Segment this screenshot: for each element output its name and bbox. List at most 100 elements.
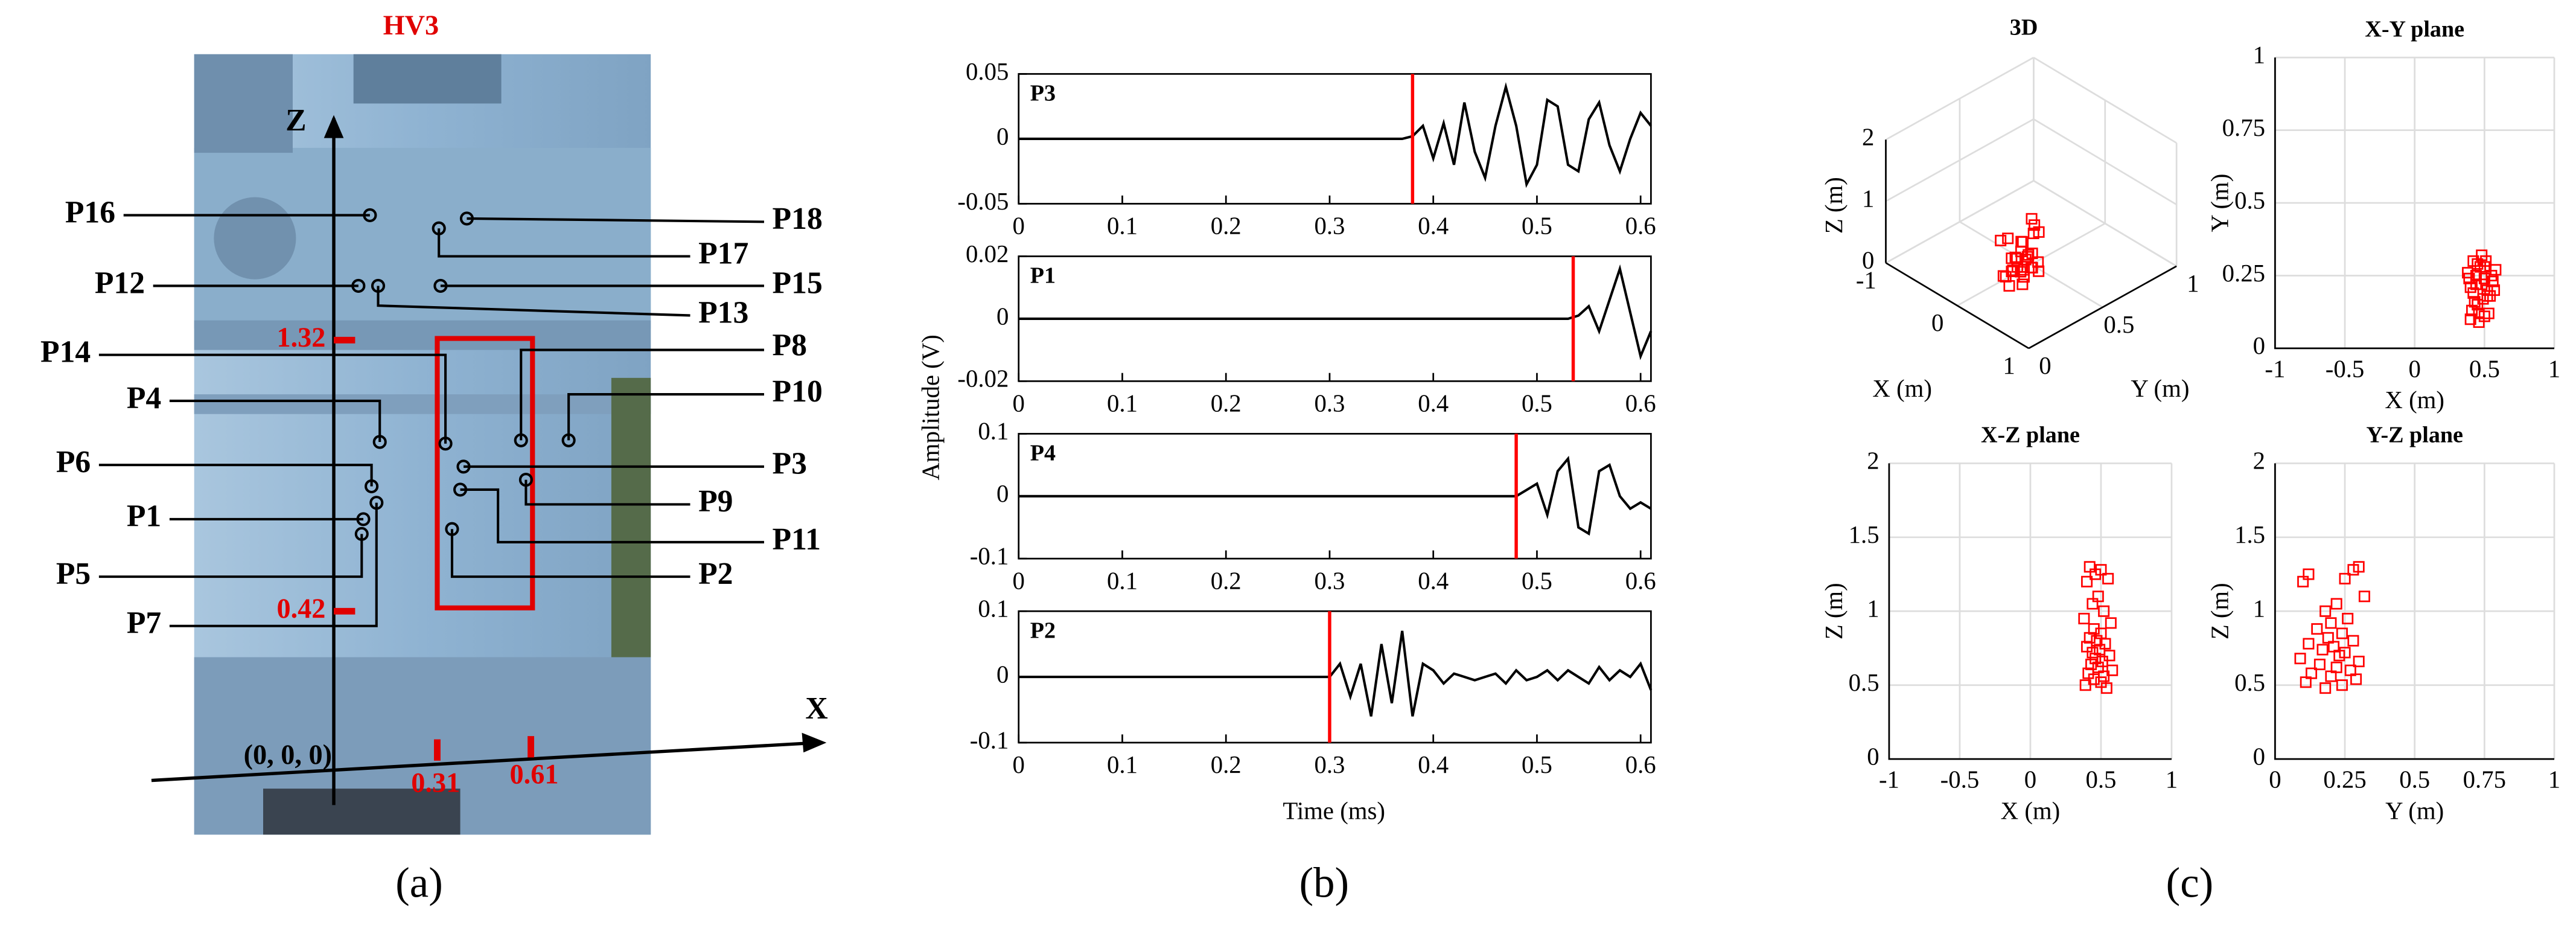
marker <box>2342 612 2354 625</box>
measure-point <box>356 512 371 527</box>
x-tick-label: 0.6 <box>1625 213 1656 240</box>
y-tick-label: 0 <box>2253 743 2265 770</box>
x-tick-label: 0.3 <box>1314 389 1345 417</box>
x-tick-label: 0.6 <box>1625 389 1656 417</box>
photo <box>194 54 651 835</box>
origin-label: (0, 0, 0) <box>244 740 332 770</box>
x-tick-label: 0.2 <box>1211 389 1242 417</box>
leader-line <box>460 488 764 544</box>
marker <box>2464 281 2476 293</box>
leader-line <box>450 529 690 578</box>
x-tick-label: 0 <box>2408 355 2420 382</box>
marker <box>1995 234 2007 246</box>
x-tick-label: 0.1 <box>1107 213 1138 240</box>
measure-point <box>518 473 533 487</box>
arrow-head <box>324 115 344 138</box>
measure-point <box>433 278 448 293</box>
y-tick-label: 0 <box>1867 743 1879 770</box>
photo-band <box>194 320 651 350</box>
marker <box>2347 564 2359 576</box>
leader-line <box>567 393 764 441</box>
y-axis-label: Y (m) <box>2207 174 2234 232</box>
waveform <box>1018 82 1652 188</box>
marker <box>2472 258 2484 270</box>
y-tick-label: 0.1 <box>978 418 1009 445</box>
photo-band <box>194 394 651 414</box>
measure-point <box>365 479 379 494</box>
z-tick-label: 1 <box>1862 185 1874 213</box>
dimension-label: 0.31 <box>411 767 460 798</box>
marker <box>2103 650 2115 662</box>
marker <box>2319 682 2332 694</box>
chart-title: Y-Z plane <box>2366 423 2463 448</box>
x-tick-label: 0.1 <box>1107 389 1138 417</box>
marker <box>2003 280 2015 292</box>
x-tick-label: 0.2 <box>1211 751 1242 778</box>
leader-line <box>98 534 363 578</box>
point-label: P3 <box>773 447 807 481</box>
measure-point <box>351 278 366 293</box>
marker <box>2105 617 2117 629</box>
marker <box>2333 650 2345 662</box>
waveform <box>1018 455 1652 536</box>
grid-line <box>1885 180 2035 264</box>
measure-point <box>371 278 386 293</box>
x-tick-label: 0.5 <box>2399 766 2430 793</box>
y-axis-label: Amplitude (V) <box>917 334 945 480</box>
measure-point <box>459 211 474 226</box>
x-tick-label: 0.1 <box>1107 751 1138 778</box>
x-tick-label: 1 <box>2003 352 2015 379</box>
axis-line <box>1885 262 2029 350</box>
marker <box>2081 575 2093 587</box>
x-tick-label: 0.5 <box>2469 355 2500 382</box>
x-tick-label: 0.5 <box>1522 213 1552 240</box>
x-tick-label: 0.3 <box>1314 751 1345 778</box>
point-label: P5 <box>56 557 91 591</box>
grid-line <box>2033 118 2177 205</box>
point-label: P9 <box>698 484 733 519</box>
panel-name: P3 <box>1030 81 1056 106</box>
panel-name: P1 <box>1030 263 1056 289</box>
x-tick-label: 0.4 <box>1418 213 1449 240</box>
point-label: P2 <box>698 557 733 591</box>
axis-line <box>1888 463 2172 760</box>
y-tick-label: 1.5 <box>1849 521 1879 548</box>
x-axis-label: X (m) <box>2001 797 2061 824</box>
marker <box>2085 658 2097 670</box>
marker <box>2330 598 2342 610</box>
chart-title: X-Y plane <box>2365 16 2464 42</box>
x-tick-label: 0.75 <box>2463 766 2506 793</box>
marker <box>2478 272 2490 284</box>
axis-label: Z <box>285 103 306 138</box>
marker <box>2358 591 2370 603</box>
marker <box>2011 252 2023 264</box>
panel-label: (b) <box>1299 860 1349 907</box>
point-label: P1 <box>127 499 161 534</box>
axis-line <box>2028 265 2177 350</box>
y-axis-label: Z (m) <box>2207 583 2234 639</box>
marker <box>2002 232 2014 245</box>
y-tick-label: 1 <box>2253 42 2265 69</box>
chart-title: X-Z plane <box>1981 423 2080 448</box>
x-tick-label: 0.4 <box>1418 389 1449 417</box>
marker <box>2100 682 2112 694</box>
x-tick-label: 0 <box>1013 213 1025 240</box>
x-tick-label: 0.3 <box>1314 213 1345 240</box>
y-tick-label: -0.02 <box>957 365 1009 392</box>
grid-line <box>2033 57 2177 144</box>
axis-label: X <box>805 691 827 726</box>
y-tick-label: 0.5 <box>1849 669 1879 696</box>
x-tick-label: 1 <box>2166 766 2178 793</box>
dimension-label: 1.32 <box>276 322 325 353</box>
point-label: P15 <box>773 266 823 300</box>
y-tick-label: 0.1 <box>978 595 1009 623</box>
dimension-label: 0.61 <box>510 760 559 790</box>
marker <box>2462 267 2474 279</box>
marker <box>2078 612 2090 625</box>
marker <box>2484 290 2496 302</box>
y-tick-label: 0.5 <box>2234 669 2265 696</box>
x-tick-label: 0.6 <box>1625 751 1656 778</box>
marker <box>2033 265 2045 277</box>
point-label: P4 <box>127 381 161 415</box>
marker <box>2079 679 2091 691</box>
